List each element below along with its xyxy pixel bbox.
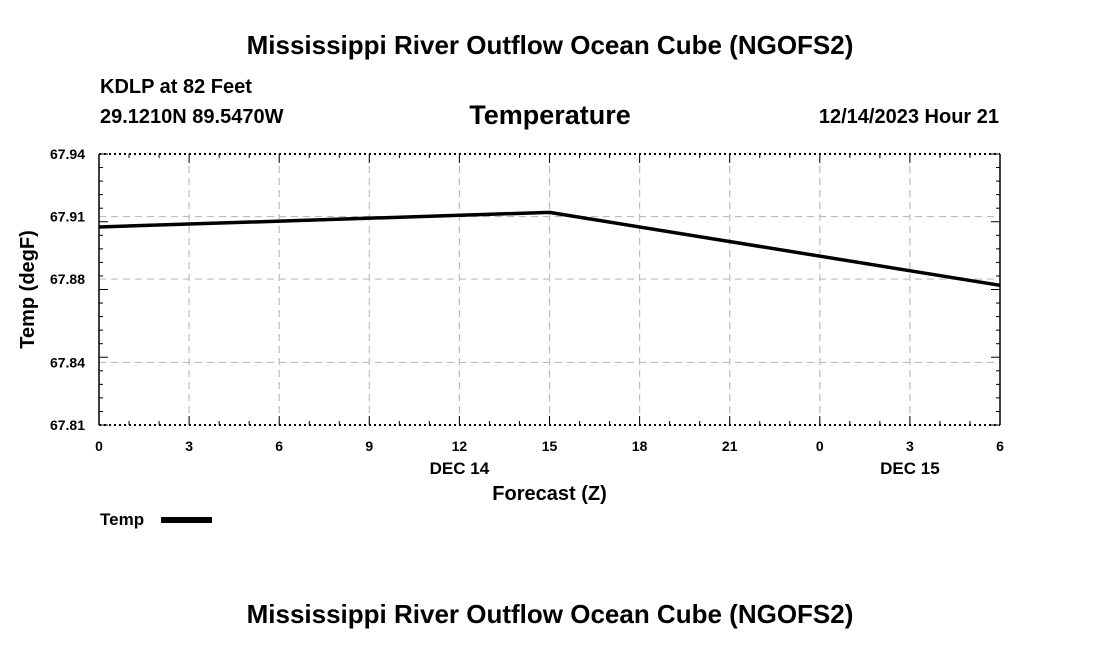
x-tick-label: 0 (816, 438, 824, 454)
y-tick-label: 67.84 (50, 354, 85, 370)
y-tick-label: 67.91 (50, 209, 85, 225)
x-tick-label: 12 (452, 438, 468, 454)
legend-label: Temp (100, 510, 145, 529)
x-tick-label: 3 (185, 438, 193, 454)
x-tick-label: 6 (275, 438, 283, 454)
x-tick-label: 3 (906, 438, 914, 454)
x-tick-label: 21 (722, 438, 738, 454)
y-tick-label: 67.88 (50, 271, 85, 287)
y-tick-label: 67.81 (50, 417, 85, 433)
date-label: DEC 15 (880, 459, 940, 478)
legend-swatch (161, 517, 212, 523)
x-tick-label: 15 (542, 438, 558, 454)
main-title: Mississippi River Outflow Ocean Cube (NG… (246, 30, 854, 60)
x-tick-label: 9 (365, 438, 373, 454)
y-tick-label: 67.94 (50, 146, 85, 162)
x-tick-label: 0 (95, 438, 103, 454)
chart-title: Temperature (469, 100, 631, 130)
series-line-temp (98, 210, 1001, 288)
x-tick-label: 18 (632, 438, 648, 454)
forecast-datetime: 12/14/2023 Hour 21 (818, 106, 999, 128)
x-tick-label: 6 (996, 438, 1004, 454)
x-axis-label: Forecast (Z) (492, 483, 606, 505)
footer-title: Mississippi River Outflow Ocean Cube (NG… (246, 599, 854, 629)
y-axis-label: Temp (degF) (17, 230, 39, 349)
date-label: DEC 14 (430, 459, 490, 478)
station-coordinates: 29.1210N 89.5470W (100, 106, 284, 128)
station-name-depth: KDLP at 82 Feet (100, 76, 252, 98)
